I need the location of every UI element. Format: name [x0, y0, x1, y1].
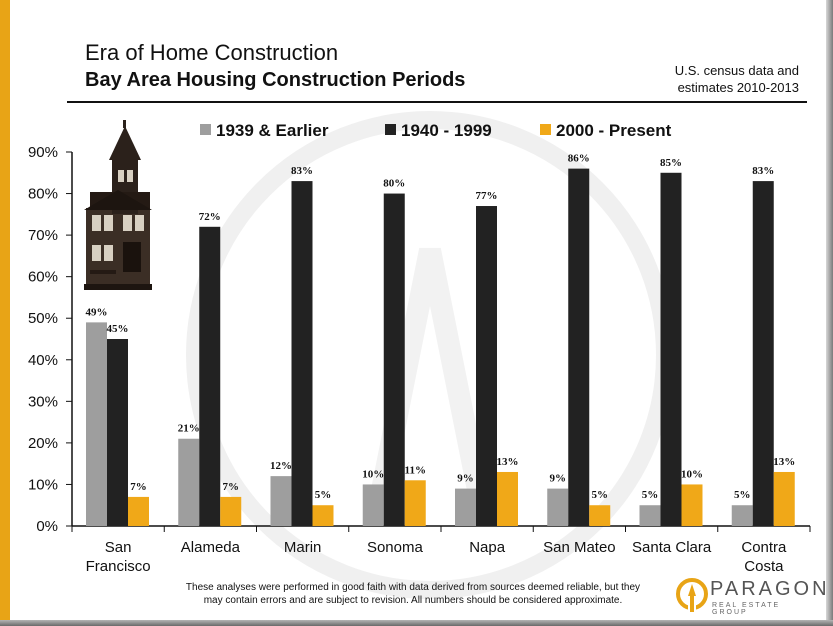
- bar-2000-present: [128, 496, 149, 526]
- data-label: 5%: [642, 489, 659, 501]
- legend-swatch: [200, 124, 211, 135]
- y-tick-label: 20%: [28, 435, 58, 452]
- bar-1940-1999: [383, 193, 405, 527]
- x-category-label: Sonoma: [367, 539, 424, 556]
- data-label: 86%: [568, 153, 590, 165]
- logo-name: PARAGON: [710, 578, 830, 600]
- bar-2000-present: [312, 505, 334, 526]
- x-category-label: Napa: [469, 539, 506, 556]
- bar-1940-1999: [568, 168, 590, 526]
- y-tick-label: 90%: [28, 144, 58, 161]
- bar-1939-earlier: [270, 476, 292, 526]
- data-label: 9%: [457, 473, 474, 485]
- x-category-label: Marin: [284, 539, 322, 556]
- bar-2000-present: [220, 496, 242, 526]
- bar-2000-present: [497, 471, 518, 526]
- data-label: 83%: [291, 165, 313, 177]
- bar-1939-earlier: [639, 505, 661, 526]
- x-category-label: Contra: [741, 539, 787, 556]
- bar-1939-earlier: [178, 438, 200, 526]
- y-tick-label: 60%: [28, 269, 58, 286]
- bar-2000-present: [681, 484, 703, 526]
- x-category-label: Alameda: [181, 539, 241, 556]
- data-label: 49%: [86, 306, 108, 318]
- source-line-2: estimates 2010-2013: [677, 80, 799, 95]
- bar-2000-present: [589, 505, 611, 526]
- bar-1939-earlier: [731, 505, 753, 526]
- data-label: 21%: [178, 423, 200, 435]
- data-label: 10%: [681, 468, 703, 480]
- victorian-house-icon: [84, 120, 152, 290]
- data-label: 10%: [362, 468, 384, 480]
- legend-swatch: [540, 124, 551, 135]
- data-label: 11%: [405, 464, 426, 476]
- source-line-1: U.S. census data and: [674, 63, 799, 78]
- data-label: 72%: [199, 211, 221, 223]
- bottom-shadow: [0, 620, 833, 626]
- paragon-logo-mark-icon: [676, 578, 708, 614]
- source-note: U.S. census data and estimates 2010-2013: [639, 62, 799, 96]
- disclaimer-line-1: These analyses were performed in good fa…: [185, 582, 641, 593]
- data-label: 85%: [660, 157, 682, 169]
- data-label: 5%: [592, 489, 609, 501]
- data-label: 5%: [734, 489, 751, 501]
- bar-1939-earlier: [362, 484, 384, 526]
- data-label: 80%: [383, 178, 405, 190]
- y-tick-label: 0%: [36, 518, 58, 535]
- bar-1939-earlier: [547, 488, 569, 526]
- legend-label: 2000 - Present: [556, 121, 672, 140]
- page-title: Era of Home Construction: [85, 40, 339, 65]
- data-label: 13%: [773, 456, 795, 468]
- legend-swatch: [385, 124, 396, 135]
- data-label: 7%: [223, 481, 240, 493]
- paragon-logo: PARAGON REAL ESTATE GROUP: [676, 576, 827, 616]
- y-tick-label: 70%: [28, 227, 58, 244]
- y-tick-label: 30%: [28, 393, 58, 410]
- disclaimer: These analyses were performed in good fa…: [178, 581, 648, 607]
- legend-label: 1940 - 1999: [401, 121, 492, 140]
- accent-bar: [0, 0, 10, 626]
- bar-1940-1999: [752, 181, 774, 527]
- y-tick-label: 40%: [28, 352, 58, 369]
- bar-1940-1999: [476, 206, 497, 526]
- bar-2000-present: [404, 480, 426, 526]
- data-label: 7%: [130, 481, 147, 493]
- data-label: 5%: [315, 489, 332, 501]
- bar-1940-1999: [199, 226, 221, 527]
- bar-1940-1999: [660, 172, 682, 526]
- logo-tagline: REAL ESTATE GROUP: [712, 602, 781, 616]
- right-shadow: [826, 0, 833, 626]
- x-category-label: Santa Clara: [632, 539, 712, 556]
- data-label: 83%: [752, 165, 774, 177]
- x-category-label: San Mateo: [543, 539, 616, 556]
- bar-1940-1999: [107, 339, 128, 526]
- y-tick-label: 50%: [28, 310, 58, 327]
- legend-label: 1939 & Earlier: [216, 121, 329, 140]
- bar-1940-1999: [291, 181, 313, 527]
- data-label: 13%: [497, 456, 519, 468]
- data-label: 12%: [270, 460, 292, 472]
- header-divider: [67, 101, 807, 103]
- y-tick-label: 10%: [28, 476, 58, 493]
- bar-1939-earlier: [455, 488, 476, 526]
- bar-2000-present: [773, 471, 795, 526]
- y-tick-label: 80%: [28, 186, 58, 203]
- disclaimer-line-2: may contain errors and are subject to re…: [203, 595, 623, 606]
- data-label: 77%: [476, 190, 498, 202]
- data-label: 9%: [550, 473, 567, 485]
- x-category-label: Costa: [744, 558, 784, 575]
- x-category-label: San: [105, 539, 132, 556]
- chart-subtitle: Bay Area Housing Construction Periods: [85, 69, 466, 91]
- data-label: 45%: [107, 323, 129, 335]
- x-category-label: Francisco: [86, 558, 151, 575]
- bar-1939-earlier: [86, 322, 107, 526]
